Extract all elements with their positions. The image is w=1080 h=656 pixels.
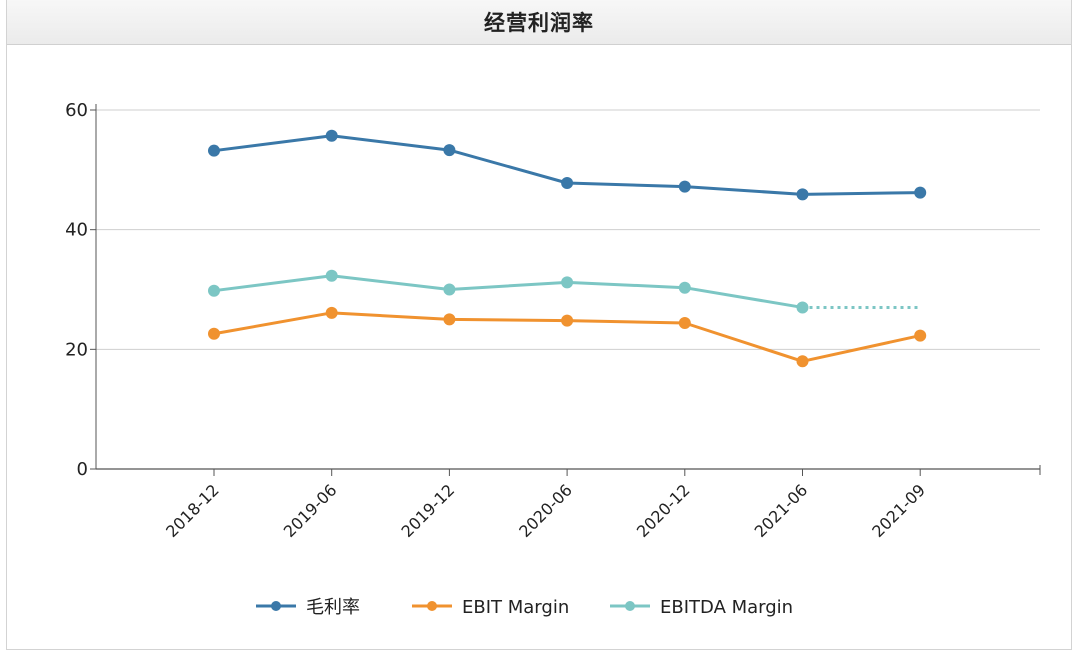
y-tick-label: 0: [77, 459, 88, 480]
data-point: [325, 269, 338, 282]
data-point: [561, 276, 574, 289]
y-tick-label: 60: [65, 100, 88, 121]
data-point: [325, 129, 338, 142]
data-point: [914, 186, 927, 199]
x-tick-label: 2020-06: [515, 480, 576, 541]
legend-marker: [271, 601, 281, 611]
legend-label: 毛利率: [306, 597, 360, 618]
data-point: [325, 306, 338, 319]
x-tick-label: 2021-06: [751, 480, 812, 541]
data-point: [443, 144, 456, 157]
y-tick-label: 40: [65, 220, 88, 241]
x-tick-label: 2019-06: [280, 480, 341, 541]
panel-title: 经营利润率: [484, 11, 594, 35]
x-tick-label: 2019-12: [398, 480, 459, 541]
data-point: [678, 317, 691, 330]
series-line: [213, 274, 803, 309]
data-point: [914, 329, 927, 342]
data-point: [443, 283, 456, 296]
y-tick-label: 20: [65, 339, 88, 360]
data-point: [208, 284, 220, 297]
data-point: [208, 327, 220, 340]
data-point: [208, 144, 220, 157]
data-point: [796, 188, 809, 201]
panel-header: 经营利润率: [7, 0, 1071, 45]
data-point: [561, 314, 574, 327]
data-point: [678, 180, 691, 193]
x-tick-label: 2018-12: [162, 480, 223, 541]
data-point: [443, 313, 456, 326]
legend-label: EBITDA Margin: [660, 597, 793, 618]
x-tick-label: 2020-12: [633, 480, 694, 541]
data-point: [796, 301, 809, 314]
legend-marker: [427, 601, 437, 611]
legend-marker: [625, 601, 635, 611]
legend-label: EBIT Margin: [462, 597, 569, 618]
x-tick-label: 2021-09: [868, 480, 929, 541]
data-point: [561, 176, 574, 189]
data-point: [796, 355, 809, 368]
data-point: [678, 281, 691, 294]
chart-panel: 经营利润率: [6, 0, 1072, 650]
